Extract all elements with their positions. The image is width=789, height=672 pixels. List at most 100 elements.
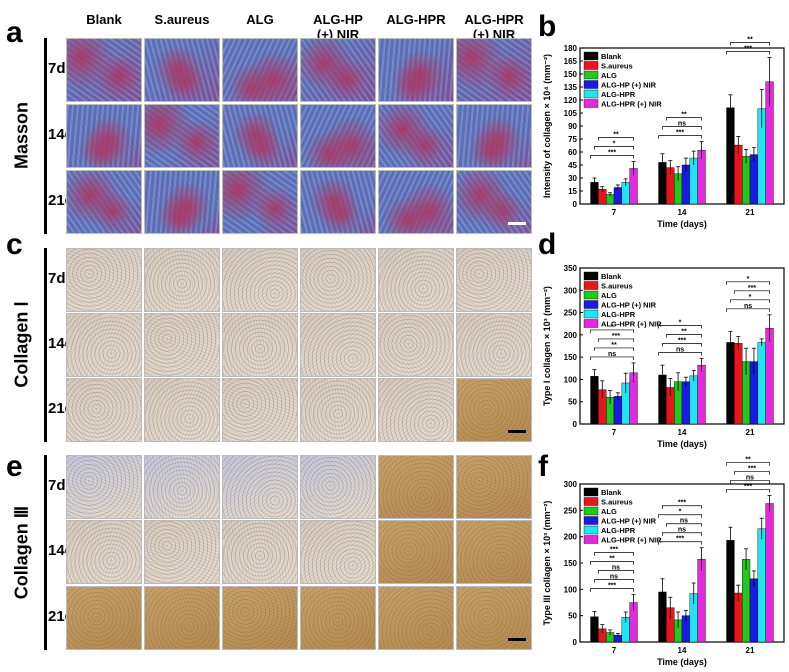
legend-swatch — [583, 525, 599, 535]
micrograph-tile — [222, 378, 298, 442]
section-divider-bar — [44, 455, 47, 650]
section-divider-bar — [44, 38, 47, 234]
micrograph-tile — [456, 455, 532, 519]
significance-label: *** — [676, 536, 684, 543]
section-divider-bar — [44, 248, 47, 442]
micrograph-tile — [144, 520, 220, 584]
legend-swatch — [583, 497, 599, 506]
legend-label: ALG-HPR (+) NIR — [601, 100, 662, 109]
micrograph-tile — [300, 104, 376, 168]
significance-label: *** — [748, 285, 756, 292]
y-tick-label: 180 — [564, 44, 578, 53]
micrograph-tile — [144, 248, 220, 312]
y-tick-label: 0 — [573, 200, 578, 209]
day-label: 14d — [48, 542, 74, 559]
micrograph-tile — [300, 378, 376, 442]
micrograph-tile — [66, 313, 142, 377]
y-tick-label: 250 — [564, 309, 578, 318]
bar — [726, 107, 735, 205]
significance-label: ** — [681, 112, 687, 119]
significance-label: ns — [610, 574, 618, 581]
significance-label: ** — [747, 37, 753, 44]
legend-swatch — [583, 319, 599, 328]
y-tick-label: 150 — [564, 559, 578, 568]
legend-label: ALG — [601, 291, 617, 300]
micrograph-tile — [222, 520, 298, 584]
micrograph-tile — [300, 520, 376, 584]
micrograph-tile — [66, 378, 142, 442]
micrograph-tile — [144, 378, 220, 442]
y-tick-label: 135 — [564, 83, 578, 92]
scale-bar — [508, 430, 526, 433]
bar — [757, 528, 766, 643]
micrograph-tile — [300, 248, 376, 312]
scale-bar — [508, 222, 526, 225]
micrograph-tile — [144, 170, 220, 234]
significance-bracket — [726, 281, 770, 285]
bar — [697, 559, 706, 643]
bar — [749, 154, 759, 205]
significance-label: ns — [744, 303, 752, 310]
legend-label: ALG — [601, 71, 617, 80]
significance-label: *** — [612, 333, 620, 340]
legend-label: S.aureus — [601, 62, 633, 71]
y-tick-label: 60 — [568, 148, 577, 157]
significance-bracket — [662, 505, 702, 509]
section-label: Collagen Ⅲ — [11, 505, 32, 599]
micrograph-tile — [378, 248, 454, 312]
y-tick-label: 75 — [568, 135, 577, 144]
significance-bracket — [658, 541, 702, 545]
significance-bracket — [726, 489, 770, 493]
y-tick-label: 300 — [564, 286, 578, 295]
micrograph-tile — [144, 586, 220, 650]
micrograph-tile — [144, 104, 220, 168]
legend-label: ALG-HP (+) NIR — [601, 81, 657, 90]
micrograph-tile — [66, 38, 142, 102]
micrograph-tile — [456, 248, 532, 312]
significance-label: *** — [744, 484, 752, 491]
scale-bar — [508, 638, 526, 641]
bar — [697, 364, 706, 425]
micrograph-tile — [66, 455, 142, 519]
day-label: 21d — [48, 192, 74, 209]
micrograph-tile — [456, 104, 532, 168]
significance-label: *** — [608, 583, 616, 590]
legend-label: ALG-HPR — [601, 526, 636, 535]
day-label: 21d — [48, 608, 74, 625]
significance-label: ns — [678, 121, 686, 128]
significance-label: *** — [744, 46, 752, 53]
y-tick-label: 200 — [564, 533, 578, 542]
x-tick-label: 21 — [746, 646, 755, 655]
significance-label: * — [611, 324, 614, 331]
significance-bracket — [594, 552, 634, 556]
significance-bracket — [594, 146, 634, 150]
y-tick-label: 350 — [564, 264, 578, 273]
x-tick-label: 21 — [746, 428, 755, 437]
bar — [689, 375, 698, 425]
y-tick-label: 165 — [564, 57, 578, 66]
significance-bracket — [730, 480, 770, 484]
y-tick-label: 0 — [573, 638, 578, 647]
significance-bracket — [658, 135, 702, 139]
micrograph-tile — [66, 248, 142, 312]
column-header-saureus: S.aureus — [154, 12, 210, 27]
y-tick-label: 45 — [568, 161, 577, 170]
micrograph-tile — [378, 378, 454, 442]
significance-bracket — [590, 356, 634, 360]
significance-bracket — [658, 352, 702, 356]
y-tick-label: 150 — [564, 353, 578, 362]
micrograph-tile — [300, 455, 376, 519]
legend-label: ALG-HPR (+) NIR — [601, 536, 662, 545]
legend-swatch — [583, 516, 599, 525]
micrograph-tile — [378, 586, 454, 650]
significance-bracket — [662, 343, 702, 347]
significance-bracket — [590, 155, 634, 159]
column-header-alg: ALG — [246, 12, 274, 27]
micrograph-tile — [300, 586, 376, 650]
x-tick-label: 7 — [612, 208, 617, 217]
y-axis-label: Type I collagen × 10³ (mm⁻²) — [542, 286, 552, 406]
micrograph-tile — [144, 455, 220, 519]
micrograph-tile — [300, 313, 376, 377]
significance-bracket — [730, 299, 770, 303]
column-header-alg-hpr: ALG-HPR — [386, 12, 446, 27]
